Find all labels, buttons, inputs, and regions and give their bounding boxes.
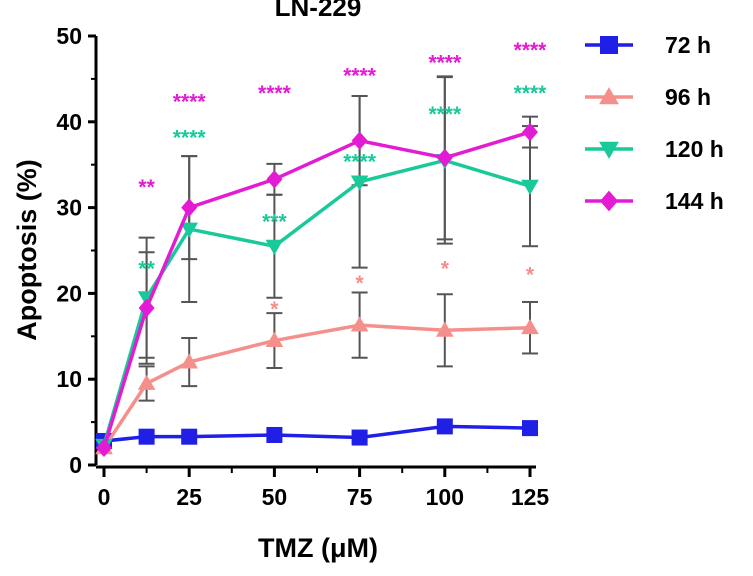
significance-label: * (441, 258, 450, 281)
diamond-marker (181, 198, 198, 217)
x-tick-label: 75 (347, 484, 373, 510)
y-tick-label: 50 (56, 23, 82, 49)
series-line (102, 130, 531, 449)
diamond-marker (96, 438, 112, 458)
triangle-up-marker (265, 331, 284, 347)
x-tick-label: 125 (511, 484, 550, 510)
significance-label: ** (138, 258, 155, 281)
square-marker (266, 426, 283, 443)
x-tick-label: 100 (426, 484, 464, 510)
significance-label: *** (262, 210, 287, 233)
significance-label: **** (343, 150, 377, 173)
series-72h (96, 418, 538, 449)
triangle-up-marker (137, 374, 156, 390)
series-96h (95, 316, 539, 455)
legend-item: 120 h (585, 136, 724, 162)
significance-label: **** (514, 82, 548, 105)
triangle-up-marker (599, 87, 619, 105)
significance-label: * (270, 298, 279, 321)
diamond-marker (266, 170, 283, 189)
series-line (102, 158, 531, 446)
triangle-down-marker (599, 141, 619, 159)
diamond-marker (600, 190, 618, 212)
square-marker (600, 36, 618, 54)
legend-item: 96 h (585, 84, 711, 110)
triangle-down-marker (350, 175, 369, 191)
triangle-down-marker (521, 179, 539, 195)
triangle-up-marker (521, 318, 539, 335)
legend-label: 120 h (665, 136, 724, 162)
significance-label: **** (343, 65, 377, 88)
x-tick-label: 0 (98, 484, 111, 510)
x-tick-label: 50 (262, 484, 288, 510)
triangle-up-marker (350, 316, 369, 332)
x-axis-title: TMZ (μM) (258, 533, 378, 563)
square-marker (522, 420, 538, 437)
axes: 0 10 20 30 40 50 0 25 50 75 100 125 (56, 23, 549, 510)
y-tick-label: 10 (56, 366, 82, 392)
significance-label: **** (173, 90, 207, 113)
x-tick-label: 25 (176, 484, 202, 510)
square-marker (351, 429, 368, 446)
series-layer (95, 122, 539, 458)
significance-annotations: ****** **********************************… (138, 39, 547, 321)
square-marker (181, 428, 198, 445)
significance-label: * (526, 264, 535, 287)
significance-label: ** (138, 176, 155, 199)
legend-item: 72 h (585, 32, 711, 58)
legend-label: 96 h (665, 84, 711, 110)
square-marker (436, 418, 453, 435)
series-144h (96, 122, 538, 458)
significance-label: **** (428, 52, 462, 75)
series-line (103, 424, 531, 443)
series-120h (95, 154, 539, 455)
significance-label: * (356, 272, 365, 295)
legend-item: 144 h (585, 188, 724, 214)
diamond-marker (138, 298, 155, 318)
diamond-marker (351, 131, 368, 150)
diamond-marker (436, 148, 453, 168)
square-marker (138, 428, 155, 445)
significance-label: **** (428, 103, 462, 126)
diamond-marker (522, 122, 538, 142)
legend-label: 144 h (665, 188, 724, 214)
y-axis-title: Apoptosis (%) (12, 159, 42, 341)
y-tick-label: 30 (56, 195, 82, 221)
chart-title: LN-229 (275, 0, 362, 22)
legend: 72 h 96 h 120 h 144 h (585, 32, 724, 214)
triangle-up-marker (436, 321, 454, 337)
series-line (102, 323, 531, 449)
significance-label: **** (258, 82, 292, 105)
y-tick-label: 40 (56, 109, 82, 135)
triangle-down-marker (265, 239, 284, 256)
significance-label: **** (173, 126, 207, 149)
significance-label: **** (514, 39, 548, 62)
y-tick-label: 0 (69, 452, 82, 478)
legend-label: 72 h (665, 32, 711, 58)
triangle-down-marker (180, 222, 198, 238)
triangle-up-marker (180, 353, 198, 369)
y-tick-label: 20 (56, 280, 82, 306)
error-bars (138, 75, 538, 402)
